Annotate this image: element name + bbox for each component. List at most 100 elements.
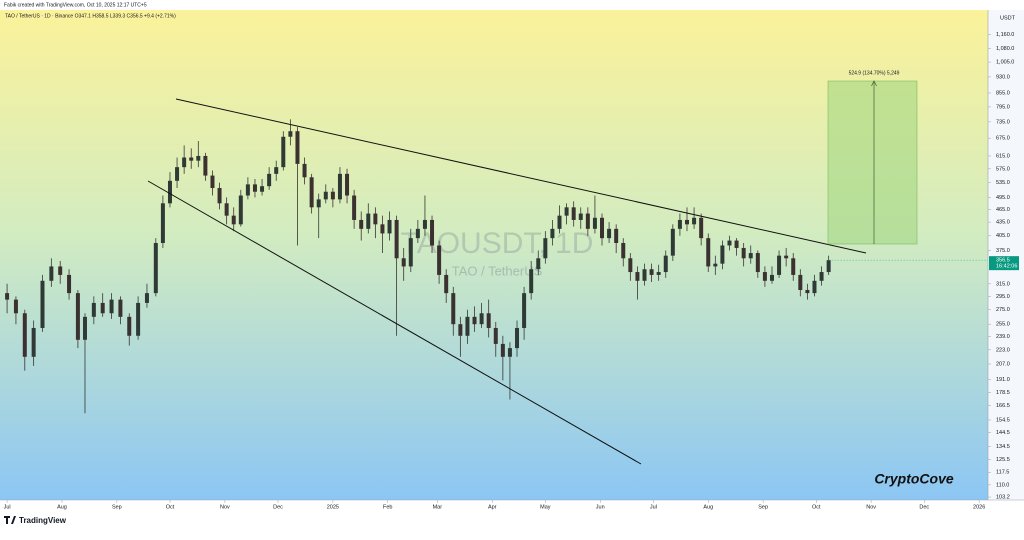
candle-body [522, 293, 527, 328]
last-price-label: 356.5 [996, 258, 1010, 264]
candle-body [465, 316, 470, 336]
x-tick-label: Aug [57, 504, 67, 510]
candle-body [288, 131, 293, 137]
candle-body [352, 195, 357, 220]
candle-body [13, 299, 18, 314]
x-tick-label: Apr [488, 504, 497, 510]
candle-body [578, 213, 583, 220]
x-tick-label: 2025 [327, 504, 339, 510]
candle-body [330, 191, 335, 200]
candle-body [500, 343, 505, 357]
y-tick-label: 615.0 [996, 153, 1010, 159]
candle-body [684, 219, 689, 225]
y-tick-label: 1,160.0 [996, 32, 1014, 38]
candle-body [564, 207, 569, 216]
candle-body [40, 280, 45, 328]
y-tick-label: 223.0 [996, 347, 1010, 353]
x-tick-label: Aug [703, 504, 713, 510]
y-tick-label: 1,080.0 [996, 46, 1014, 52]
candle-body [408, 238, 413, 267]
y-tick-label: 375.0 [996, 248, 1010, 254]
plot [5, 119, 831, 414]
candle-body [224, 203, 229, 216]
candle-body [585, 213, 590, 229]
y-tick-label: 405.0 [996, 233, 1010, 239]
countdown-label: 16:42:06 [996, 264, 1017, 270]
candle-body [337, 173, 342, 200]
candle-body [167, 180, 172, 204]
watermark-sub: TAO / TetherUS [452, 263, 543, 278]
symbol-line: TAO / TetherUS · 1D · Binance O347.1 H35… [5, 13, 176, 19]
candle-body [656, 272, 661, 275]
candle-body [58, 266, 63, 275]
y-tick-label: 495.0 [996, 195, 1010, 201]
candle-body [153, 242, 158, 294]
candle-body [670, 228, 675, 256]
y-tick-label: 930.0 [996, 74, 1010, 80]
candle-body [144, 293, 149, 303]
candle-body [777, 255, 782, 275]
candle-body [614, 228, 619, 243]
candle-body [515, 327, 520, 349]
author-tag: CryptoCove [874, 471, 954, 487]
y-tick-label: 435.0 [996, 220, 1010, 226]
candle-body [486, 313, 491, 328]
candle-body [430, 219, 435, 246]
candle-body [109, 299, 114, 314]
candle-body [713, 263, 718, 267]
candle-body [692, 217, 697, 225]
x-tick-label: Feb [383, 504, 392, 510]
y-tick-label: 166.5 [996, 403, 1010, 409]
candle-body [75, 293, 80, 340]
y-tick-label: 125.5 [996, 457, 1010, 463]
candle-body [536, 258, 541, 270]
candle-body [720, 245, 725, 264]
candle-body [635, 272, 640, 281]
candle-body [217, 188, 222, 204]
candle-body [600, 217, 605, 239]
candle-body [415, 228, 420, 239]
watermark: TAOUSDT, 1D [401, 227, 594, 260]
trendline-lower [147, 180, 642, 465]
x-tick-label: Mar [433, 504, 443, 510]
target-label: 524.9 (134.70%) 5,249 [849, 70, 900, 76]
y-tick-label: 315.0 [996, 281, 1010, 287]
candle-body [550, 228, 555, 239]
candle-body [472, 316, 477, 325]
attribution: Fabik created with TradingView.com, Oct … [4, 2, 147, 8]
logo-text: TradingView [19, 516, 67, 525]
candle-body [741, 247, 746, 259]
candle-body [529, 269, 534, 294]
candle-body [458, 324, 463, 336]
candle-body [727, 240, 732, 246]
candle-body [100, 302, 105, 314]
candle-body [706, 238, 711, 267]
candle-body [642, 269, 647, 281]
candle-body [479, 313, 484, 325]
candle-body [769, 274, 774, 281]
y-tick-label: 795.0 [996, 104, 1010, 110]
candle-body [345, 173, 350, 196]
chart-background [0, 10, 988, 500]
candle-body [755, 253, 760, 273]
x-tick-label: Sep [112, 504, 122, 510]
candle-body [380, 224, 385, 234]
candle-body [281, 136, 286, 168]
candle-body [309, 177, 314, 208]
y-tick-label: 207.0 [996, 361, 1010, 367]
target-arrow-head [871, 80, 877, 87]
candle-body [67, 274, 72, 294]
candle-body [677, 219, 682, 229]
candle-body [82, 316, 87, 340]
candle-body [22, 313, 27, 357]
candle-body [734, 240, 739, 248]
candle-body [607, 228, 612, 239]
y-tick-label: 255.0 [996, 322, 1010, 328]
logo-icon [4, 516, 16, 524]
candle-body [394, 219, 399, 259]
candle-body [621, 242, 626, 259]
candle-body [210, 175, 215, 189]
y-tick-label: 575.0 [996, 166, 1010, 172]
y-tick-label: 144.5 [996, 430, 1010, 436]
